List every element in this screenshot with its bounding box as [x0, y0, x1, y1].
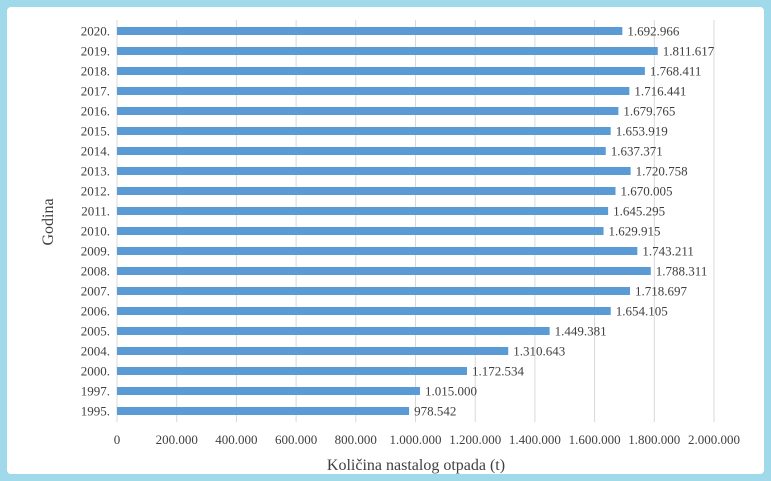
- data-label: 1.768.411: [650, 64, 702, 79]
- y-tick-label: 2014.: [81, 144, 110, 159]
- bar-1995: [117, 407, 410, 415]
- bar-2017: [117, 87, 630, 95]
- bar-2004: [117, 347, 509, 355]
- y-tick-label: 2011.: [81, 204, 110, 219]
- gridlines: [116, 20, 715, 422]
- y-tick-labels: 2020. 2019. 2018. 2017. 2016. 2015. 2014. 2013.…: [81, 24, 110, 419]
- bar-2014: [117, 147, 606, 155]
- data-label: 1.015.000: [425, 384, 477, 399]
- data-label: 978.542: [414, 404, 456, 419]
- x-tick-label: 0: [114, 432, 121, 447]
- data-label: 1.637.371: [611, 144, 663, 159]
- bar-2010: [117, 227, 604, 235]
- data-label: 1.449.381: [555, 324, 607, 339]
- bar-2012: [117, 187, 616, 195]
- bar-2020: [117, 27, 623, 35]
- x-tick-label: 1.400.000: [509, 432, 561, 447]
- chart-panel: [7, 7, 764, 474]
- bar-1997: [117, 387, 420, 395]
- data-label: 1.310.643: [513, 344, 565, 359]
- y-tick-label: 2007.: [81, 284, 110, 299]
- bar-2018: [117, 67, 645, 75]
- bar-2011: [117, 207, 609, 215]
- bar-2005: [117, 327, 550, 335]
- y-tick-label: 2005.: [81, 324, 110, 339]
- bar-2013: [117, 167, 631, 175]
- y-tick-label: 2013.: [81, 164, 110, 179]
- x-tick-labels: 0 200.000 400.000 600.000 800.000 1.000.000 1.…: [114, 432, 740, 447]
- data-label: 1.654.105: [616, 304, 668, 319]
- y-tick-label: 1997.: [81, 384, 110, 399]
- y-tick-label: 2000.: [81, 364, 110, 379]
- x-tick-label: 400.000: [215, 432, 257, 447]
- data-label: 1.716.441: [634, 84, 686, 99]
- y-tick-label: 2004.: [81, 344, 110, 359]
- y-tick-label: 2018.: [81, 64, 110, 79]
- bar-2006: [117, 307, 611, 315]
- bar-2008: [117, 267, 651, 275]
- x-tick-label: 1.000.000: [390, 432, 442, 447]
- y-tick-label: 2017.: [81, 84, 110, 99]
- bar-2000: [117, 367, 468, 375]
- y-tick-label: 2019.: [81, 44, 110, 59]
- data-label: 1.811.617: [663, 44, 715, 59]
- data-label: 1.645.295: [613, 204, 665, 219]
- data-label: 1.720.758: [636, 164, 688, 179]
- data-label: 1.718.697: [635, 284, 688, 299]
- x-tick-label: 800.000: [335, 432, 377, 447]
- bar-2007: [117, 287, 631, 295]
- y-tick-label: 2020.: [81, 24, 110, 39]
- x-tick-label: 1.600.000: [569, 432, 621, 447]
- y-tick-label: 2016.: [81, 104, 110, 119]
- y-tick-label: 2008.: [81, 264, 110, 279]
- bar-2009: [117, 247, 638, 255]
- data-label: 1.653.919: [616, 124, 668, 139]
- y-tick-label: 2009.: [81, 244, 110, 259]
- y-tick-label: 2012.: [81, 184, 110, 199]
- y-tick-label: 2015.: [81, 124, 110, 139]
- x-tick-label: 200.000: [156, 432, 198, 447]
- bar-2015: [117, 127, 611, 135]
- data-labels: 1.692.966 1.811.617 1.768.411 1.716.441 1.67…: [414, 24, 715, 419]
- data-label: 1.679.765: [623, 104, 675, 119]
- y-tick-label: 1995.: [81, 404, 110, 419]
- data-label: 1.670.005: [620, 184, 672, 199]
- x-tick-label: 600.000: [275, 432, 317, 447]
- x-tick-label: 1.800.000: [628, 432, 680, 447]
- x-axis-title: Količina nastalog otpada (t): [327, 457, 505, 474]
- data-label: 1.629.915: [609, 224, 661, 239]
- data-label: 1.172.534: [472, 364, 525, 379]
- y-tick-label: 2010.: [81, 224, 110, 239]
- x-tick-label: 2.000.000: [688, 432, 740, 447]
- x-tick-label: 1.200.000: [449, 432, 501, 447]
- bar-2019: [117, 47, 658, 55]
- y-tick-label: 2006.: [81, 304, 110, 319]
- data-label: 1.743.211: [642, 244, 694, 259]
- bar-2016: [117, 107, 619, 115]
- data-label: 1.788.311: [656, 264, 708, 279]
- y-axis-title: Godina: [40, 198, 57, 245]
- data-label: 1.692.966: [627, 24, 680, 39]
- bars: [117, 27, 658, 415]
